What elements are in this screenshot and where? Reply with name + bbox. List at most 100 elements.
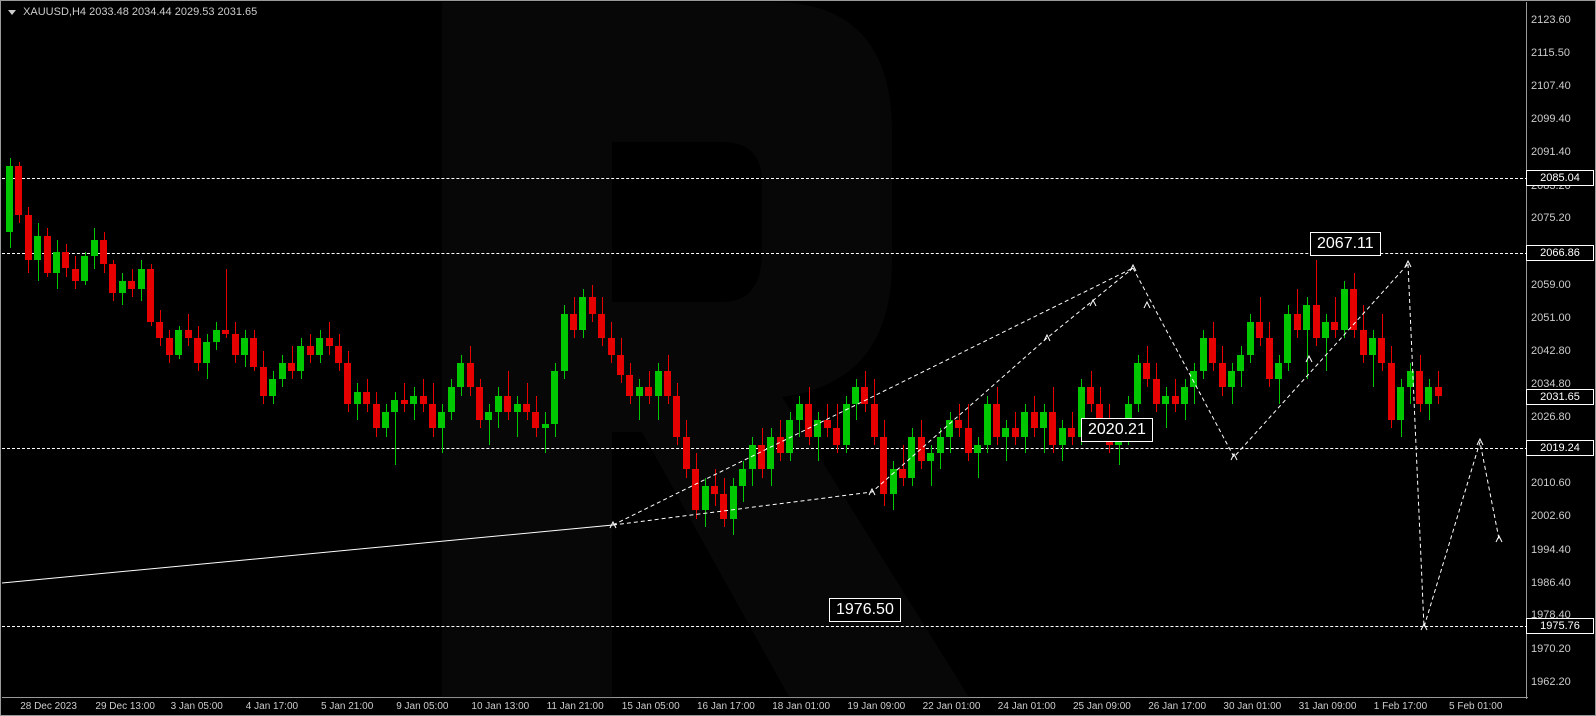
candle-body <box>824 420 831 428</box>
candle-body <box>250 338 257 367</box>
candle-body <box>232 334 239 355</box>
candle-body <box>166 338 173 354</box>
candle-body <box>1341 289 1348 330</box>
candle-body <box>617 355 624 376</box>
candle-body <box>1087 387 1094 403</box>
horizontal-line <box>2 448 1528 449</box>
annotation-box: 2067.11 <box>1310 232 1381 256</box>
candle-body <box>1021 412 1028 437</box>
candle-body <box>1181 387 1188 403</box>
current-price-marker: 2031.65 <box>1526 389 1594 405</box>
x-tick: 30 Jan 01:00 <box>1223 701 1281 712</box>
y-tick: 2123.60 <box>1531 14 1571 26</box>
candle-body <box>1228 371 1235 387</box>
x-tick: 24 Jan 01:00 <box>998 701 1056 712</box>
candle-body <box>626 375 633 396</box>
x-tick: 16 Jan 17:00 <box>697 701 755 712</box>
candle-body <box>467 363 474 388</box>
y-tick: 2075.20 <box>1531 212 1571 224</box>
plot-area[interactable]: XAUUSD,H4 2033.48 2034.44 2029.53 2031.6… <box>2 2 1528 699</box>
candle-body <box>485 412 492 420</box>
candle-body <box>1162 396 1169 404</box>
candle-body <box>288 363 295 371</box>
candle-body <box>109 264 116 293</box>
candle-body <box>1416 371 1423 404</box>
candle-body <box>1059 428 1066 444</box>
candle-wick <box>517 396 518 437</box>
candle-body <box>373 404 380 429</box>
candle-wick <box>489 404 490 445</box>
candle-body <box>1275 363 1282 379</box>
candle-body <box>391 400 398 412</box>
candle-body <box>1134 363 1141 404</box>
candle-body <box>542 424 549 428</box>
candle-body <box>1237 355 1244 371</box>
candle-body <box>984 404 991 445</box>
candle-body <box>927 453 934 461</box>
candle-body <box>279 363 286 379</box>
candle-body <box>1284 314 1291 363</box>
candle-body <box>918 437 925 462</box>
candle-body <box>993 404 1000 437</box>
x-tick: 9 Jan 05:00 <box>396 701 448 712</box>
candle-body <box>15 166 22 215</box>
candle-body <box>335 346 342 362</box>
candle-body <box>25 215 32 260</box>
y-tick: 2051.00 <box>1531 312 1571 324</box>
candle-body <box>1350 289 1357 330</box>
candle-body <box>260 367 267 396</box>
candle-body <box>861 387 868 403</box>
candle-body <box>504 396 511 412</box>
candle-body <box>814 420 821 436</box>
candle-body <box>965 428 972 453</box>
candle-body <box>777 437 784 453</box>
x-tick: 5 Jan 21:00 <box>321 701 373 712</box>
candle-wick <box>1166 387 1167 428</box>
candle-wick <box>414 387 415 420</box>
candle-body <box>514 404 521 412</box>
candle-body <box>1331 322 1338 330</box>
candle-body <box>316 338 323 354</box>
x-tick: 29 Dec 13:00 <box>95 701 155 712</box>
candle-body <box>1313 305 1320 338</box>
x-tick: 31 Jan 09:00 <box>1299 701 1357 712</box>
candle-wick <box>931 445 932 486</box>
candle-body <box>805 404 812 437</box>
x-tick: 19 Jan 09:00 <box>847 701 905 712</box>
hline-price-label: 2066.86 <box>1526 245 1594 261</box>
candle-body <box>899 469 906 477</box>
dropdown-arrow-icon[interactable] <box>8 10 16 15</box>
candle-body <box>1388 363 1395 420</box>
y-axis: 2123.602115.502107.402099.402091.402083.… <box>1526 2 1594 699</box>
horizontal-line <box>2 253 1528 254</box>
x-tick: 4 Jan 17:00 <box>246 701 298 712</box>
candle-body <box>138 269 145 290</box>
candle-body <box>655 371 662 396</box>
candle-body <box>786 420 793 453</box>
candle-body <box>871 404 878 437</box>
hline-price-label: 2085.04 <box>1526 170 1594 186</box>
candle-body <box>194 338 201 363</box>
candle-body <box>570 314 577 330</box>
candle-body <box>6 166 13 232</box>
candle-body <box>702 486 709 511</box>
candle-wick <box>903 445 904 486</box>
candle-body <box>1153 379 1160 404</box>
horizontal-line <box>2 178 1528 179</box>
chart-header: XAUUSD,H4 2033.48 2034.44 2029.53 2031.6… <box>8 6 257 18</box>
y-tick: 2010.60 <box>1531 477 1571 489</box>
candle-body <box>429 404 436 429</box>
candle-body <box>1303 305 1310 330</box>
candle-body <box>495 396 502 412</box>
candle-body <box>974 445 981 453</box>
candle-body <box>673 396 680 437</box>
y-tick: 1970.20 <box>1531 643 1571 655</box>
candle-body <box>1219 363 1226 388</box>
candle-body <box>1247 322 1254 355</box>
candle-body <box>749 445 756 470</box>
candle-body <box>156 322 163 338</box>
candle-body <box>551 371 558 424</box>
candle-body <box>1266 338 1273 379</box>
candle-body <box>880 437 887 494</box>
candle-body <box>1040 412 1047 428</box>
